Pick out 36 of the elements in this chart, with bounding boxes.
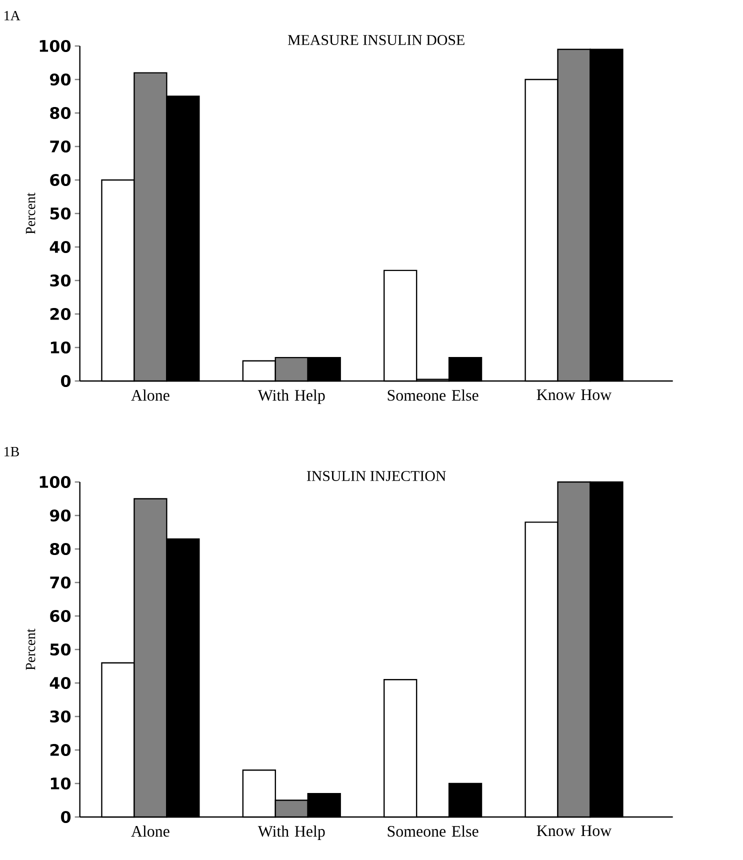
y-tick-label: 70 bbox=[50, 576, 70, 589]
y-tick-label: 10 bbox=[50, 777, 70, 790]
y-tick-label: 90 bbox=[50, 509, 70, 522]
y-axis-title: Percent bbox=[26, 628, 35, 670]
x-tick-label: Alone bbox=[130, 390, 170, 401]
y-tick-label: 10 bbox=[50, 341, 70, 354]
y-tick-label: 20 bbox=[50, 744, 70, 756]
y-tick-label: 0 bbox=[60, 810, 70, 824]
x-tick-label: Someone Else bbox=[388, 390, 478, 401]
x-tick-label: Someone Else bbox=[388, 826, 478, 837]
y-tick-label: 100 bbox=[40, 476, 70, 488]
y-tick-label: 60 bbox=[50, 610, 70, 622]
y-tick-label: 50 bbox=[50, 207, 70, 220]
y-tick-label: 80 bbox=[50, 542, 70, 556]
x-tick-label: Alone bbox=[130, 826, 170, 837]
y-tick-label: 30 bbox=[50, 274, 70, 287]
y-tick-label: 80 bbox=[50, 106, 70, 120]
text: 1A bbox=[4, 10, 20, 20]
y-tick-label: 30 bbox=[50, 710, 70, 723]
y-tick-label: 0 bbox=[60, 374, 70, 388]
y-tick-label: 70 bbox=[50, 140, 70, 153]
y-tick-label: 40 bbox=[50, 240, 70, 254]
y-tick-label: 20 bbox=[50, 308, 70, 320]
text: 1B bbox=[4, 446, 19, 456]
y-tick-label: 60 bbox=[50, 174, 70, 186]
x-tick-label: Know How bbox=[536, 390, 612, 400]
y-axis-title: Percent bbox=[26, 192, 35, 234]
chart-title: MEASURE INSULIN DOSE bbox=[288, 35, 464, 46]
x-tick-label: With Help bbox=[258, 390, 325, 404]
y-tick-label: 40 bbox=[50, 676, 70, 690]
x-tick-label: With Help bbox=[258, 826, 325, 840]
x-tick-label: Know How bbox=[536, 826, 612, 836]
y-tick-label: 100 bbox=[40, 40, 70, 52]
y-tick-label: 90 bbox=[50, 73, 70, 86]
chart-title: INSULIN INJECTION bbox=[306, 471, 446, 482]
y-tick-label: 50 bbox=[50, 643, 70, 656]
